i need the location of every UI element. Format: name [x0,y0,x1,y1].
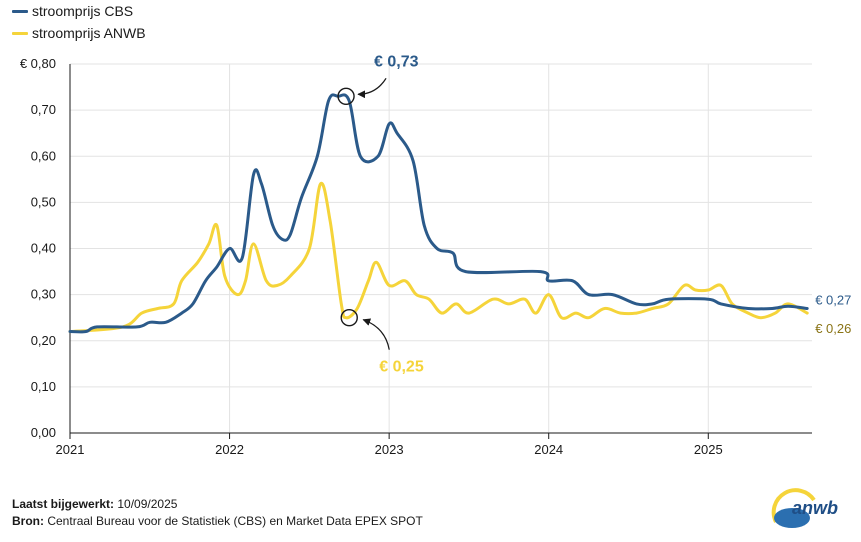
y-tick-label: 0,20 [31,333,56,348]
y-tick-label: 0,10 [31,379,56,394]
series-line-anwb [68,181,809,333]
logo-text: anwb [792,498,838,518]
y-tick-label: € 0,80 [20,56,56,71]
series-line-cbs [68,93,809,334]
updated-label: Laatst bijgewerkt: [12,497,115,511]
annotation-arrow [362,318,390,350]
y-tick-label: 0,40 [31,241,56,256]
annotation-label: € 0,25 [379,359,424,376]
source-value: Centraal Bureau voor de Statistiek (CBS)… [47,514,423,528]
y-tick-label: 0,00 [31,425,56,440]
x-tick-label: 2021 [56,442,85,457]
x-tick-label: 2022 [215,442,244,457]
annotation-circle [337,87,355,105]
footer: Laatst bijgewerkt: 10/09/2025 Bron: Cent… [12,496,423,530]
y-tick-label: 0,50 [31,194,56,209]
anwb-logo[interactable]: anwb [770,488,850,532]
x-tick-label: 2023 [375,442,404,457]
legend-swatch-cbs [12,9,28,13]
annotation-arrow [357,77,387,99]
legend: stroomprijs CBS stroomprijs ANWB [12,0,146,44]
legend-item-anwb[interactable]: stroomprijs ANWB [12,22,146,44]
annotation-label: € 0,73 [374,53,419,70]
source-label: Bron: [12,514,44,528]
legend-label-anwb: stroomprijs ANWB [32,25,146,41]
legend-swatch-anwb [12,31,28,35]
line-chart: 0,00 0,10 0,20 0,30 0,40 0,50 0,60 0,70 € 0,80 20… [20,53,852,457]
end-label-cbs: € 0,27 [815,292,851,307]
y-tick-label: 0,60 [31,148,56,163]
x-tick-label: 2024 [534,442,563,457]
y-tick-label: 0,70 [31,102,56,117]
logo-arc-icon [771,488,816,523]
x-tick-label: 2025 [694,442,723,457]
end-label-anwb: € 0,26 [815,321,851,336]
logo-globe-icon [774,508,810,528]
y-tick-label: 0,30 [31,287,56,302]
updated-line: Laatst bijgewerkt: 10/09/2025 [12,496,423,513]
legend-item-cbs[interactable]: stroomprijs CBS [12,0,146,22]
legend-label-cbs: stroomprijs CBS [32,3,134,19]
source-line: Bron: Centraal Bureau voor de Statistiek… [12,513,423,530]
annotation-circle [340,308,358,327]
updated-value: 10/09/2025 [117,497,178,511]
